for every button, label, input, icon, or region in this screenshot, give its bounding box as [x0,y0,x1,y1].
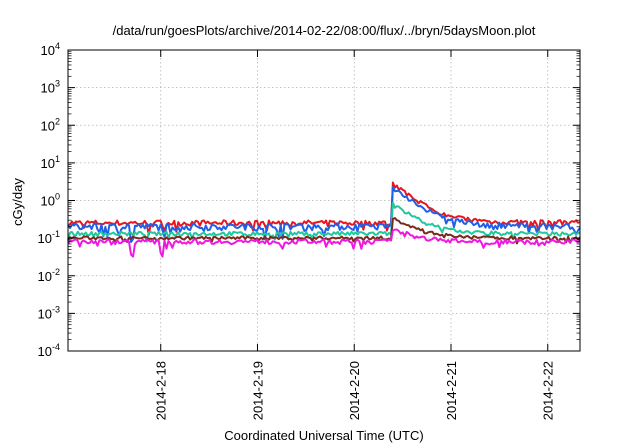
data-series [67,181,581,258]
y-axis-ticks: 10-4 10-3 10-2 10-1 100 101 102 103 104 [38,41,580,359]
y-tick-label: 103 [41,79,60,96]
y-tick-label: 102 [41,116,60,133]
y-tick-label: 10-1 [38,229,60,246]
y-tick-label: 10-4 [38,342,60,359]
series-line-3 [67,201,581,243]
y-tick-label: 104 [41,41,60,58]
y-tick-label: 100 [41,192,60,209]
series-line-2 [67,186,581,243]
y-axis-label: cGy/day [10,178,25,226]
y-tick-label: 101 [41,154,60,171]
grid [68,50,580,351]
x-tick-label: 2014-2-18 [154,361,169,420]
y-tick-label: 10-2 [38,267,60,284]
x-axis-ticks: 2014-2-18 2014-2-19 2014-2-20 2014-2-21 2014… [154,50,556,420]
series-line-1 [67,181,581,236]
x-tick-label: 2014-2-22 [541,361,556,420]
series-line-5 [67,228,581,258]
x-axis-label: Coordinated Universal Time (UTC) [224,428,423,443]
x-tick-label: 2014-2-21 [444,361,459,420]
chart-title: /data/run/goesPlots/archive/2014-02-22/0… [113,23,536,38]
x-tick-label: 2014-2-19 [250,361,265,420]
x-tick-label: 2014-2-20 [347,361,362,420]
y-tick-label: 10-3 [38,304,60,321]
